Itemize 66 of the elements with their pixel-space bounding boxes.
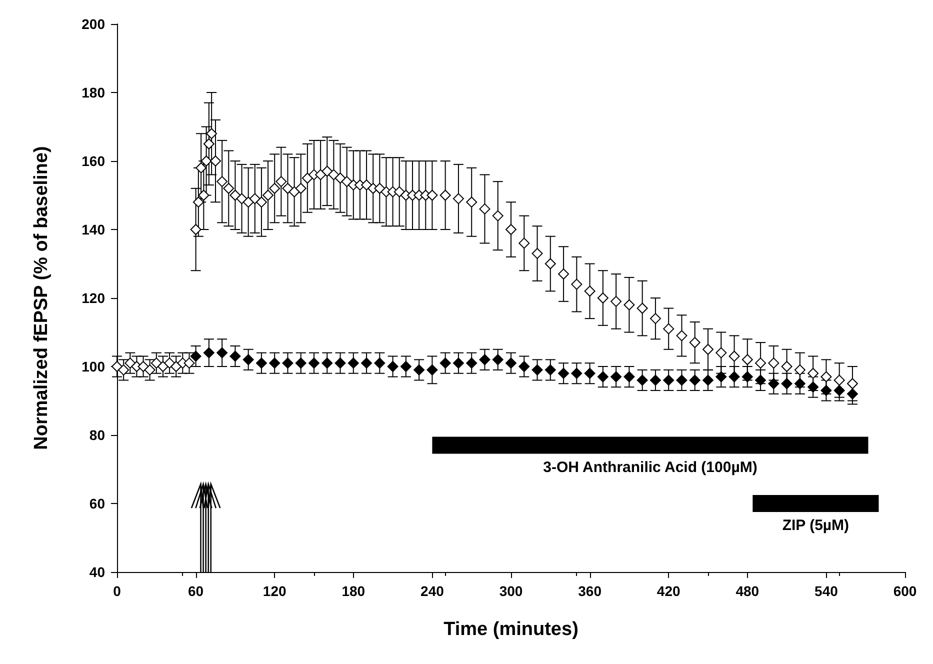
point <box>518 361 530 372</box>
point <box>506 358 516 369</box>
series-label: ZIP (5µM) <box>782 517 850 534</box>
point <box>426 364 438 376</box>
point <box>584 368 596 379</box>
point <box>348 358 359 369</box>
x-tick-label: 360 <box>578 583 602 599</box>
series-label: 3-OH Anthranilic Acid (100µM) <box>543 458 758 476</box>
point <box>269 358 280 369</box>
point <box>610 371 622 382</box>
x-tick-label: 480 <box>736 583 760 599</box>
y-tick-label: 200 <box>82 16 106 32</box>
y-tick-label: 100 <box>82 358 106 374</box>
point <box>466 358 478 369</box>
y-tick-label: 60 <box>89 496 106 512</box>
point <box>597 371 608 382</box>
y-tick-label: 120 <box>82 290 106 306</box>
x-tick-label: 420 <box>656 583 680 599</box>
point <box>322 358 333 369</box>
y-tick-label: 40 <box>89 564 106 580</box>
y-tick-label: 180 <box>82 84 106 100</box>
point <box>400 361 412 372</box>
point <box>203 347 214 358</box>
point <box>768 378 780 390</box>
x-tick-label: 0 <box>113 583 122 599</box>
point <box>702 374 714 386</box>
point <box>532 364 543 376</box>
x-axis-title: Time (minutes) <box>444 619 578 640</box>
point <box>242 354 254 366</box>
x-tick-label: 120 <box>262 583 286 599</box>
point <box>440 358 451 369</box>
point <box>374 358 386 369</box>
point <box>295 358 306 369</box>
y-axis-title: Normalized fEPSP (% of baseline) <box>31 146 52 450</box>
point <box>334 358 346 369</box>
point <box>230 350 241 362</box>
point <box>479 354 490 366</box>
point <box>676 374 688 386</box>
x-tick-label: 540 <box>814 583 838 599</box>
y-tick-label: 160 <box>82 153 106 169</box>
point <box>256 358 267 369</box>
point <box>216 347 228 358</box>
x-tick-label: 180 <box>342 583 366 599</box>
x-tick-label: 300 <box>499 583 523 599</box>
x-tick-label: 600 <box>893 583 917 599</box>
x-tick-label: 240 <box>420 583 444 599</box>
point <box>558 368 570 379</box>
point <box>361 358 372 369</box>
point <box>414 364 425 376</box>
point <box>190 350 202 362</box>
point <box>282 358 294 369</box>
point <box>624 371 635 382</box>
point <box>663 374 674 386</box>
point <box>308 358 320 369</box>
y-tick-label: 140 <box>82 222 106 238</box>
point <box>716 371 727 382</box>
point <box>492 354 504 366</box>
point <box>544 364 556 376</box>
point <box>387 361 398 372</box>
point <box>571 368 582 379</box>
point <box>452 358 464 369</box>
point <box>636 374 648 386</box>
point <box>689 374 700 386</box>
point <box>650 374 661 386</box>
y-tick-label: 80 <box>89 427 106 443</box>
x-tick-label: 60 <box>188 583 204 599</box>
